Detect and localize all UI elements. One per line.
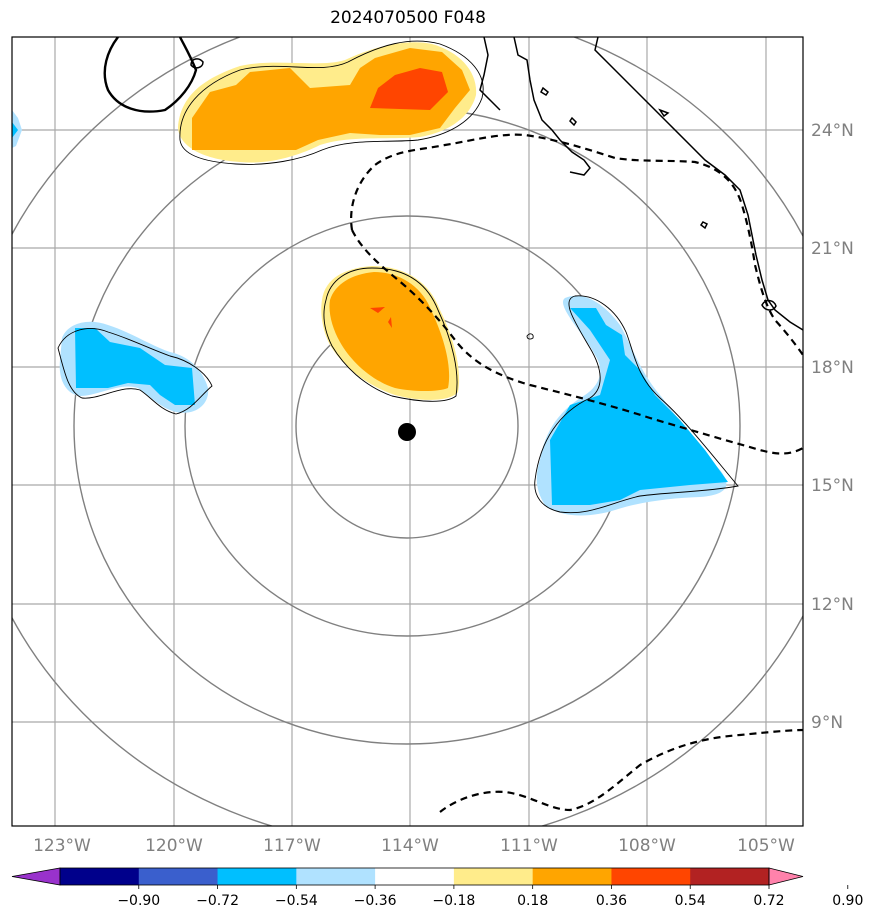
lat-label: 15°N bbox=[811, 476, 854, 496]
colorbar-bin bbox=[60, 868, 140, 885]
lon-label: 114°W bbox=[381, 836, 439, 856]
coastlines bbox=[479, 37, 803, 331]
colorbar: −0.90 −0.72 −0.54 −0.36 −0.18 0.18 0.36 0.54 0.7… bbox=[11, 867, 863, 909]
latitude-labels: 24°N 21°N 18°N 15°N 12°N 9°N bbox=[811, 121, 854, 733]
negative-anomaly-edge bbox=[12, 110, 22, 148]
lon-label: 111°W bbox=[500, 836, 558, 856]
colorbar-bin bbox=[453, 868, 534, 885]
lat-label: 12°N bbox=[811, 595, 854, 615]
negative-anomaly-east bbox=[526, 295, 739, 516]
negative-anomaly-west bbox=[57, 321, 213, 415]
colorbar-tick-label: −0.54 bbox=[275, 893, 318, 909]
lon-label: 117°W bbox=[263, 836, 321, 856]
positive-anomaly-center bbox=[321, 266, 460, 402]
colorbar-bin bbox=[690, 868, 770, 885]
colorbar-tick-label: −0.90 bbox=[117, 893, 160, 909]
lon-label: 105°W bbox=[737, 836, 795, 856]
colorbar-tick-label: −0.72 bbox=[196, 893, 239, 909]
colorbar-tick-label: −0.18 bbox=[432, 893, 475, 909]
map-frame bbox=[11, 36, 804, 827]
colorbar-bin bbox=[217, 868, 297, 885]
colorbar-bin bbox=[138, 868, 219, 885]
positive-anomaly-north bbox=[178, 40, 484, 165]
colorbar-bin bbox=[375, 868, 455, 885]
map-title: 2024070500 F048 bbox=[330, 8, 486, 28]
longitude-labels: 123°W 120°W 117°W 114°W 111°W 108°W 105°… bbox=[33, 836, 795, 856]
colorbar-tick-label: 0.54 bbox=[675, 893, 706, 909]
colorbar-tick-label: −0.36 bbox=[354, 893, 397, 909]
colorbar-bin bbox=[611, 868, 691, 885]
lat-label: 18°N bbox=[811, 358, 854, 378]
lon-label: 123°W bbox=[33, 836, 91, 856]
colorbar-tick-label: 0.36 bbox=[596, 893, 627, 909]
small-ring bbox=[190, 58, 204, 69]
colorbar-tick-label: 0.72 bbox=[753, 893, 784, 909]
storm-center-marker bbox=[398, 423, 416, 441]
colorbar-extend-high bbox=[768, 867, 804, 886]
contour-north-west bbox=[103, 37, 198, 113]
lat-label: 9°N bbox=[811, 713, 843, 733]
lat-label: 24°N bbox=[811, 121, 854, 141]
colorbar-extend-low bbox=[11, 867, 61, 886]
lon-label: 120°W bbox=[145, 836, 203, 856]
colorbar-bin bbox=[532, 868, 612, 885]
dashed-boundaries bbox=[350, 133, 803, 813]
colorbar-bin bbox=[296, 868, 376, 885]
colorbar-frame bbox=[59, 867, 770, 886]
lat-label: 21°N bbox=[811, 239, 854, 259]
lon-label: 108°W bbox=[618, 836, 676, 856]
map-panel bbox=[12, 37, 803, 826]
colorbar-tick-label: 0.18 bbox=[517, 893, 548, 909]
colorbar-tick-label: 0.90 bbox=[832, 893, 863, 909]
